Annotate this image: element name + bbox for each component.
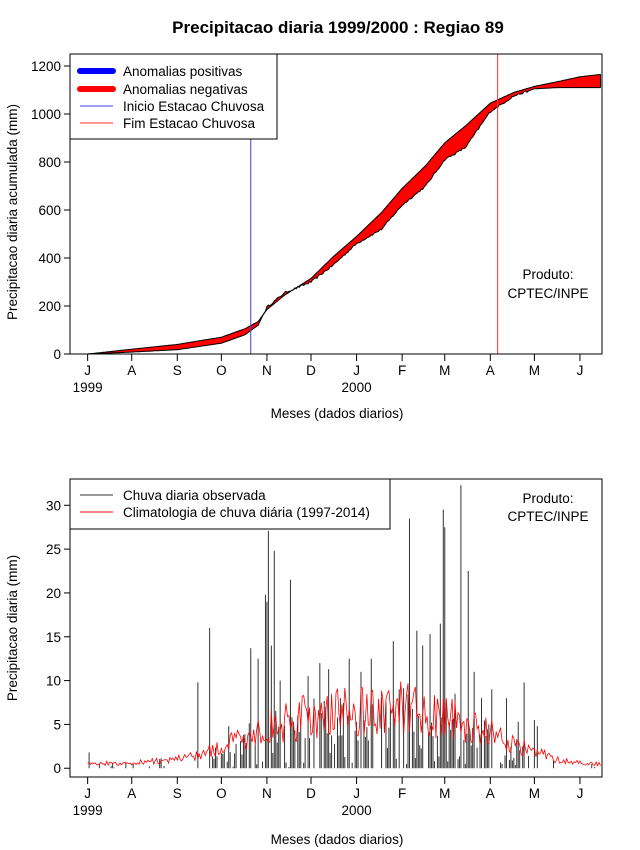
top-x-tick-label: S: [173, 363, 182, 378]
top-x-tick-label: F: [398, 363, 406, 378]
bottom-year-label: 2000: [342, 803, 372, 818]
bottom-x-tick-label: S: [173, 786, 182, 801]
top-x-axis-label: Meses (dados diarios): [271, 406, 404, 421]
bottom-x-tick-label: J: [577, 786, 584, 801]
legend-climatology: Climatologia de chuva diária (1997-2014): [123, 505, 370, 520]
top-y-tick-label: 1000: [31, 107, 61, 122]
bottom-product-source: CPTEC/INPE: [507, 509, 588, 524]
bottom-y-tick-label: 25: [46, 542, 61, 557]
top-year-label: 2000: [342, 380, 372, 395]
top-panel: 0 200 400 600 800 1000 1200 J A S O N D J F M A M J 1999 20…: [5, 53, 603, 421]
bottom-x-tick-label: A: [486, 786, 495, 801]
top-x-tick-label: M: [439, 363, 450, 378]
top-y-axis: 0 200 400 600 800 1000 1200: [31, 59, 70, 362]
bottom-x-tick-label: M: [439, 786, 450, 801]
bottom-y-tick-label: 5: [53, 717, 61, 732]
bottom-y-tick-label: 10: [46, 674, 61, 689]
bottom-x-tick-label: O: [216, 786, 227, 801]
top-y-axis-label: Precipitacao diaria acumulada (mm): [5, 104, 20, 320]
bottom-y-tick-label: 0: [53, 761, 61, 776]
legend-negative-anomaly: Anomalias negativas: [123, 82, 248, 97]
bottom-panel: 0 5 10 15 20 25 30 J A S O N D J F M A M J 1999 2000 Precip…: [5, 478, 603, 847]
bottom-year-label: 1999: [73, 803, 103, 818]
climatology-accumulated-line: [87, 73, 601, 355]
bottom-x-tick-label: D: [306, 786, 316, 801]
top-x-tick-label: J: [84, 363, 91, 378]
top-legend: Anomalias positivas Anomalias negativas …: [69, 53, 278, 140]
bottom-plot-area: [87, 485, 601, 769]
top-y-tick-label: 0: [53, 347, 61, 362]
bottom-x-tick-label: J: [353, 786, 360, 801]
top-year-label: 1999: [73, 380, 103, 395]
bottom-product-label: Produto:: [522, 491, 573, 506]
observed-accumulated-line: [87, 87, 601, 355]
bottom-y-tick-label: 30: [46, 498, 61, 513]
bottom-x-axis: J A S O N D J F M A M J 1999 2000: [73, 777, 584, 818]
bottom-x-tick-label: A: [127, 786, 136, 801]
top-y-tick-label: 1200: [31, 59, 61, 74]
top-x-tick-label: N: [262, 363, 272, 378]
bottom-legend: Chuva diaria observada Climatologia de c…: [69, 478, 391, 530]
bottom-x-tick-label: M: [529, 786, 540, 801]
bottom-y-axis: 0 5 10 15 20 25 30: [46, 498, 70, 776]
chart-title: Precipitacao diaria 1999/2000 : Regiao 8…: [172, 18, 504, 37]
top-x-tick-label: J: [577, 363, 584, 378]
top-x-tick-label: M: [529, 363, 540, 378]
bottom-legend-box: [69, 478, 391, 530]
legend-season-start: Inicio Estacao Chuvosa: [123, 99, 265, 114]
legend-season-end: Fim Estacao Chuvosa: [123, 116, 256, 131]
top-y-tick-label: 400: [38, 251, 61, 266]
top-x-tick-label: A: [486, 363, 495, 378]
bottom-y-tick-label: 15: [46, 630, 61, 645]
top-x-tick-label: O: [216, 363, 227, 378]
bottom-x-axis-label: Meses (dados diarios): [271, 832, 404, 847]
top-x-tick-label: D: [306, 363, 316, 378]
bottom-y-axis-label: Precipitacao diaria (mm): [5, 555, 20, 701]
top-x-tick-label: A: [127, 363, 136, 378]
top-y-tick-label: 200: [38, 299, 61, 314]
legend-positive-anomaly: Anomalias positivas: [123, 64, 243, 79]
bottom-x-tick-label: N: [262, 786, 272, 801]
top-x-axis: J A S O N D J F M A M J 1999 2000: [73, 354, 584, 395]
top-y-tick-label: 600: [38, 203, 61, 218]
bottom-x-tick-label: J: [84, 786, 91, 801]
bottom-x-tick-label: F: [398, 786, 406, 801]
top-product-source: CPTEC/INPE: [507, 286, 588, 301]
top-y-tick-label: 800: [38, 155, 61, 170]
climatology-daily-line: [87, 681, 601, 767]
top-x-tick-label: J: [353, 363, 360, 378]
bottom-y-tick-label: 20: [46, 586, 61, 601]
legend-observed-rain: Chuva diaria observada: [123, 488, 266, 503]
top-product-label: Produto:: [522, 267, 573, 282]
top-plot-frame: [69, 53, 603, 355]
